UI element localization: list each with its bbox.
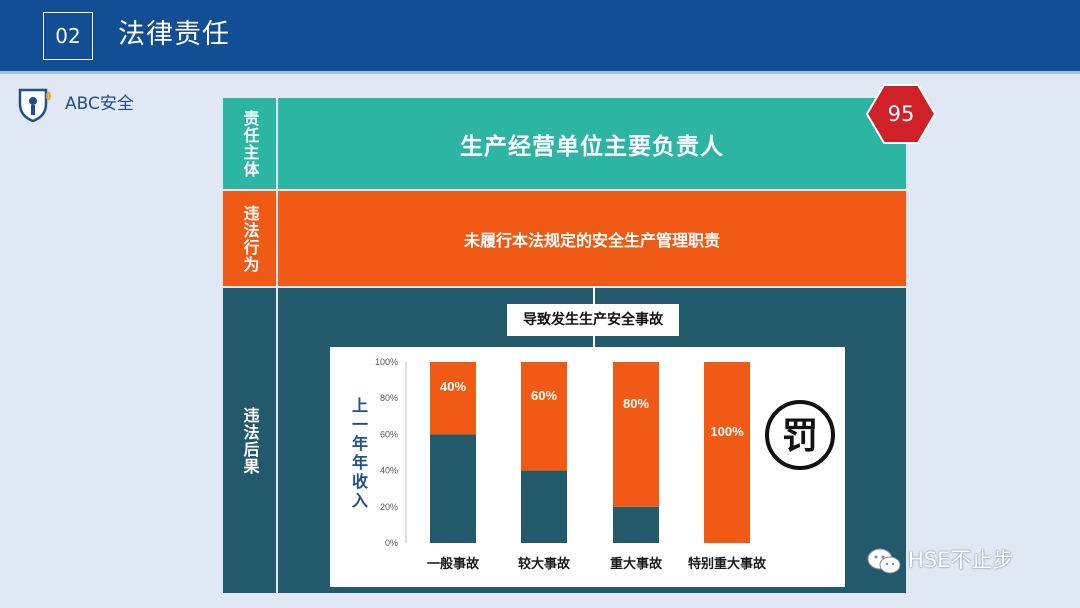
bar-segment-base	[613, 506, 659, 543]
section-number-box: 02	[43, 12, 93, 60]
header-bar	[0, 0, 1080, 71]
subject-value-cell: 生产经营单位主要负责人	[278, 98, 906, 189]
y-axis-title-char: 年	[352, 434, 368, 453]
y-axis-title-char: 收	[352, 472, 368, 491]
page-number-hexagon	[866, 84, 936, 144]
y-tick-label: 60%	[380, 429, 398, 439]
bar-segment-penalty	[430, 362, 476, 435]
bar-segment-base	[521, 470, 567, 543]
x-tick-label: 重大事故	[610, 556, 663, 572]
y-tick-label: 80%	[380, 393, 398, 403]
y-axis-title-char: 上	[352, 396, 368, 415]
logo-text: ABC安全	[65, 94, 134, 114]
y-tick-label: 0%	[385, 538, 398, 548]
y-axis-title-char: 入	[352, 491, 368, 510]
subject-label-cell: 责任主体	[223, 98, 276, 189]
page-title: 法律责任	[118, 19, 230, 50]
chart-connector-line	[593, 334, 595, 348]
action-value: 未履行本法规定的安全生产管理职责	[463, 230, 720, 250]
action-label: 违法行为	[240, 204, 260, 273]
result-label-cell: 违法后果	[223, 288, 276, 593]
x-tick-label: 较大事故	[518, 556, 571, 572]
result-caption: 导致发生生产安全事故	[507, 304, 679, 336]
penalty-stamp-circle	[765, 400, 835, 470]
x-tick-label: 一般事故	[427, 556, 480, 572]
bar-data-label: 100%	[710, 424, 744, 439]
watermark-text: HSE不止步	[908, 548, 1014, 572]
y-axis-title-char: 一	[352, 415, 368, 434]
shield-logo-icon	[18, 88, 51, 122]
y-tick-label: 20%	[380, 502, 398, 512]
penalty-stamp-text: 罚	[782, 416, 818, 457]
bar-segment-base	[430, 434, 476, 543]
bar-segment-penalty	[521, 362, 567, 471]
y-tick-label: 40%	[380, 466, 398, 476]
bar-data-label: 80%	[623, 396, 649, 411]
chart-panel: 0% 20% 40% 60% 80% 100% 上一年年收入 40% 一般事故 60% 较大事故 80…	[330, 347, 845, 587]
action-label-cell: 违法行为	[223, 191, 276, 286]
connector-line	[593, 286, 595, 304]
bar-data-label: 60%	[531, 388, 557, 403]
action-value-cell: 未履行本法规定的安全生产管理职责	[278, 191, 906, 286]
header-divider	[0, 71, 1080, 74]
result-label: 违法后果	[240, 406, 260, 475]
x-tick-label: 特别重大事故	[688, 556, 767, 572]
y-axis-title-char: 年	[352, 453, 368, 472]
bar-segment-penalty	[613, 362, 659, 507]
subject-label: 责任主体	[240, 109, 260, 178]
y-tick-label: 100%	[375, 357, 398, 367]
wechat-icon	[867, 548, 901, 574]
bar-data-label: 40%	[440, 379, 466, 394]
subject-value: 生产经营单位主要负责人	[460, 133, 724, 160]
bar-segment-penalty	[704, 362, 750, 543]
page-number: 95	[887, 102, 915, 126]
